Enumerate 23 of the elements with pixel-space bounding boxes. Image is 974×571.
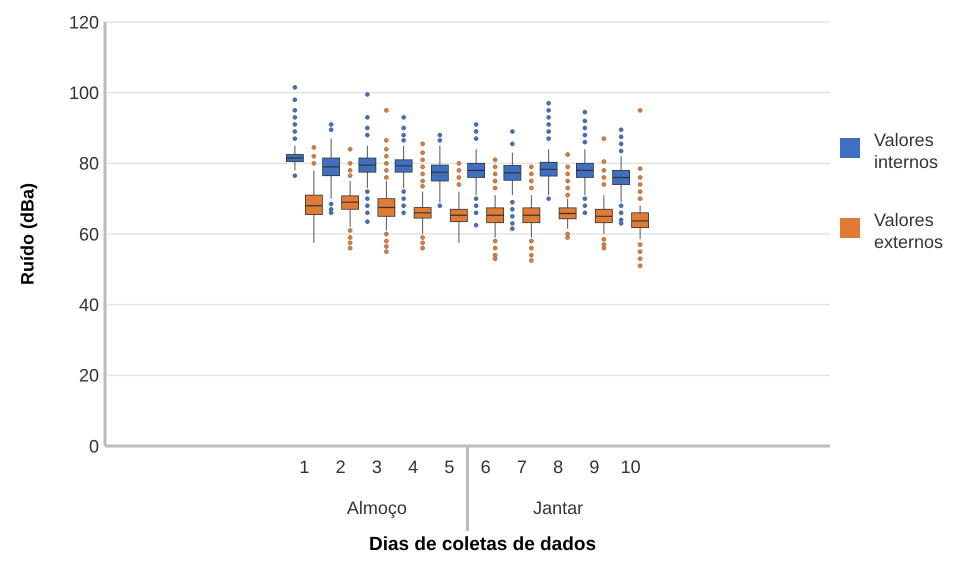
y-tick-label: 100 [68, 82, 99, 103]
x-tick-label: 6 [480, 456, 491, 477]
x-tick-label: 3 [372, 456, 382, 477]
x-tick-label: 1 [299, 456, 310, 477]
x-tick-label: 5 [444, 456, 454, 477]
text: Almoço [346, 498, 407, 518]
y-axis-title: Ruído (dBa) [18, 183, 38, 285]
y-tick-label: 20 [78, 366, 99, 386]
legend-label: Valores externos [874, 210, 944, 252]
x-tick-label: 9 [589, 456, 600, 477]
y-tick-label: 80 [78, 154, 99, 174]
legend-label: Valores internos [874, 130, 938, 172]
y-tick-label: 120 [68, 12, 99, 32]
x-tick-label: 7 [516, 456, 527, 477]
x-tick-label: 10 [620, 456, 641, 477]
text: Jantar [533, 498, 584, 518]
x-tick-label: 8 [553, 456, 564, 477]
x-tick-label: 4 [408, 456, 418, 477]
x-axis-title: Dias de coletas de dados [368, 534, 596, 555]
y-tick-label: 40 [78, 294, 99, 315]
y-tick-label: 0 [88, 436, 99, 456]
x-tick-label: 2 [336, 456, 346, 477]
y-tick-label: 60 [78, 224, 99, 244]
